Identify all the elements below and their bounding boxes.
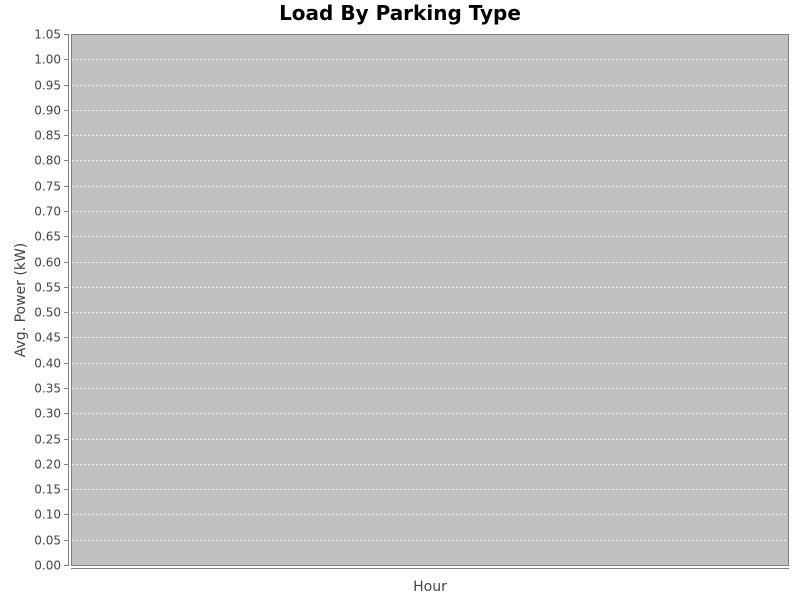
plot-area: [71, 34, 789, 566]
y-tick-label: 0.15: [34, 483, 61, 497]
y-tick-label: 0.25: [34, 433, 61, 447]
y-axis: 0.00 0.05 0.10 0.15 0.20 0.25 0.30 0.35 0.40 0.45…: [34, 28, 68, 573]
y-tick-label: 0.05: [34, 534, 61, 548]
y-tick-label: 0.75: [34, 180, 61, 194]
y-tick-label: 0.65: [34, 230, 61, 244]
y-tick-label: 0.50: [34, 306, 61, 320]
chart-title: Load By Parking Type: [279, 1, 521, 25]
y-tick-label: 0.85: [34, 129, 61, 143]
y-axis-label: Avg. Power (kW): [13, 243, 29, 357]
y-tick-label: 1.05: [34, 28, 61, 42]
y-tick-label: 0.80: [34, 154, 61, 168]
y-tick-label: 0.20: [34, 458, 61, 472]
y-tick-label: 0.30: [34, 407, 61, 421]
y-tick-label: 0.55: [34, 281, 61, 295]
y-tick-label: 0.70: [34, 205, 61, 219]
grid-lines: [72, 59, 788, 541]
y-tick-label: 0.90: [34, 104, 61, 118]
y-tick-label: 0.35: [34, 382, 61, 396]
y-tick-label: 0.10: [34, 508, 61, 522]
x-axis-label: Hour: [413, 579, 447, 595]
y-tick-label: 0.60: [34, 256, 61, 270]
y-tick-label: 0.00: [34, 559, 61, 573]
y-tick-label: 0.40: [34, 357, 61, 371]
y-tick-label: 1.00: [34, 53, 61, 67]
y-tick-label: 0.95: [34, 79, 61, 93]
y-tick-label: 0.45: [34, 331, 61, 345]
